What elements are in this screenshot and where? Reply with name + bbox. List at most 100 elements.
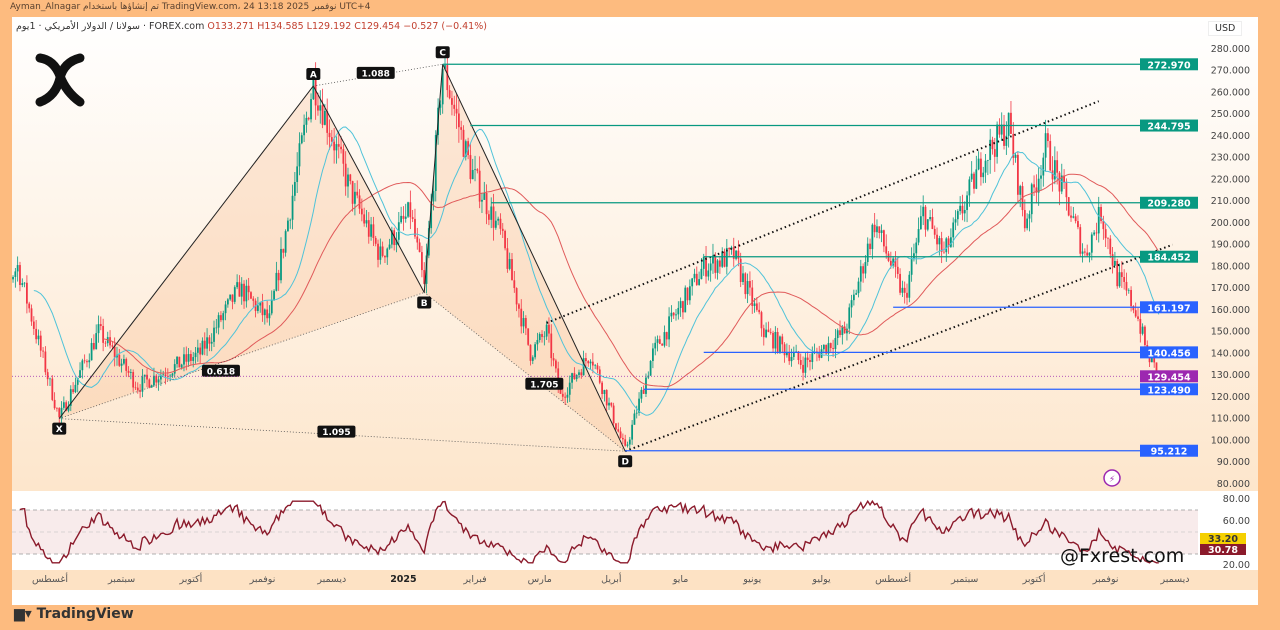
candle-body bbox=[289, 219, 292, 221]
candle-body bbox=[231, 294, 234, 302]
price-tick-label: 160.000 bbox=[1211, 305, 1250, 316]
candle-body bbox=[104, 342, 107, 344]
price-level-label: 209.280 bbox=[1147, 199, 1191, 210]
candle-body bbox=[809, 359, 811, 362]
candle-body bbox=[414, 218, 416, 237]
candle-body bbox=[707, 270, 710, 277]
price-tick-label: 150.000 bbox=[1211, 327, 1250, 338]
candle-body bbox=[1132, 306, 1135, 311]
candle-body bbox=[478, 170, 481, 202]
candle-body bbox=[1023, 210, 1026, 229]
candle-body bbox=[323, 110, 326, 125]
candle-body bbox=[21, 283, 24, 285]
candle-body bbox=[621, 437, 624, 440]
candle-body bbox=[1104, 229, 1107, 239]
candle-body bbox=[631, 424, 634, 440]
candle-body bbox=[457, 113, 460, 128]
candle-body bbox=[451, 98, 453, 105]
currency-button[interactable]: USD bbox=[1208, 21, 1243, 36]
candle-body bbox=[755, 303, 758, 310]
candle-body bbox=[598, 369, 601, 383]
candle-body bbox=[538, 334, 541, 340]
candle-body bbox=[688, 286, 691, 301]
candle-body bbox=[23, 282, 26, 284]
candle-body bbox=[32, 321, 35, 329]
candle-body bbox=[564, 396, 567, 398]
candle-body bbox=[943, 251, 945, 253]
candle-body bbox=[541, 334, 543, 337]
price-tick-label: 110.000 bbox=[1211, 414, 1250, 425]
candle-body bbox=[679, 301, 682, 308]
candle-body bbox=[222, 313, 225, 321]
ratio-badge bbox=[317, 425, 356, 438]
candle-body bbox=[363, 214, 366, 224]
time-tick-label: مايو bbox=[672, 574, 689, 585]
candle-body bbox=[790, 356, 793, 362]
price-chart[interactable]: 280.000 270.000 260.000 250.000 240.000 230.0… bbox=[12, 17, 1258, 605]
candle-body bbox=[742, 273, 744, 283]
harmonic-point-d-badge bbox=[618, 455, 633, 468]
candle-body bbox=[716, 260, 719, 273]
candle-body bbox=[982, 172, 985, 178]
chart-frame[interactable]: 280.000 270.000 260.000 250.000 240.000 230.0… bbox=[12, 17, 1258, 605]
symbol-name[interactable]: سولانا / الدولار الأمريكي · 1يوم · FOREX… bbox=[16, 21, 205, 32]
candle-body bbox=[658, 339, 661, 344]
harmonic-leg bbox=[312, 85, 425, 293]
tradingview-logo[interactable]: ▆▾ TradingView bbox=[14, 606, 134, 622]
fast-moving-average-line bbox=[33, 126, 1160, 416]
candle-body bbox=[975, 169, 978, 189]
candle-body bbox=[915, 242, 918, 254]
candle-body bbox=[69, 389, 72, 406]
candle-body bbox=[672, 312, 675, 316]
candle-body bbox=[640, 389, 643, 399]
harmonic-leg bbox=[442, 64, 626, 452]
candle-body bbox=[1074, 216, 1077, 222]
candle-body bbox=[993, 149, 996, 157]
candle-body bbox=[818, 352, 821, 358]
candle-body bbox=[723, 251, 726, 267]
candle-body bbox=[945, 238, 948, 253]
candle-body bbox=[836, 330, 839, 339]
harmonic-ratio-line bbox=[313, 63, 443, 87]
candle-body bbox=[989, 139, 992, 160]
candle-body bbox=[665, 332, 668, 340]
price-tick-label: 170.000 bbox=[1211, 283, 1250, 294]
price-level-badge bbox=[1140, 346, 1198, 359]
candle-body bbox=[319, 105, 322, 111]
candle-body bbox=[291, 195, 294, 220]
candle-body bbox=[1134, 310, 1137, 317]
price-tick-label: 200.000 bbox=[1211, 218, 1250, 229]
candle-body bbox=[843, 326, 846, 334]
candle-body bbox=[645, 377, 647, 394]
candle-body bbox=[312, 76, 315, 100]
candle-body bbox=[998, 124, 1001, 135]
brand-name: TradingView bbox=[36, 606, 134, 622]
candle-body bbox=[878, 226, 881, 233]
candle-body bbox=[638, 398, 640, 413]
candle-body bbox=[892, 258, 895, 266]
candle-body bbox=[520, 308, 523, 327]
candle-body bbox=[92, 342, 95, 350]
candle-body bbox=[298, 143, 301, 167]
candle-body bbox=[1028, 214, 1031, 219]
time-tick-label: ديسمبر bbox=[1160, 574, 1190, 585]
candle-body bbox=[841, 326, 844, 336]
candle-body bbox=[287, 220, 289, 232]
candle-body bbox=[986, 159, 989, 161]
price-level-badge bbox=[1140, 250, 1198, 263]
candle-body bbox=[305, 117, 308, 125]
ratio-label: 1.088 bbox=[361, 69, 389, 79]
candle-body bbox=[250, 292, 252, 299]
candle-body bbox=[217, 315, 220, 328]
candle-body bbox=[136, 387, 139, 391]
candle-body bbox=[550, 333, 553, 359]
candle-body bbox=[1067, 197, 1070, 216]
candle-body bbox=[760, 312, 763, 329]
candle-body bbox=[404, 216, 407, 219]
candle-body bbox=[1150, 357, 1153, 363]
candle-body bbox=[99, 324, 102, 327]
candle-body bbox=[499, 218, 502, 229]
time-axis[interactable]: أغسطس سبتمبر أكتوبر نوفمبر ديسمبر 2025 فبراير م… bbox=[12, 570, 1258, 590]
candle-body bbox=[159, 375, 162, 380]
candle-body bbox=[35, 328, 38, 340]
